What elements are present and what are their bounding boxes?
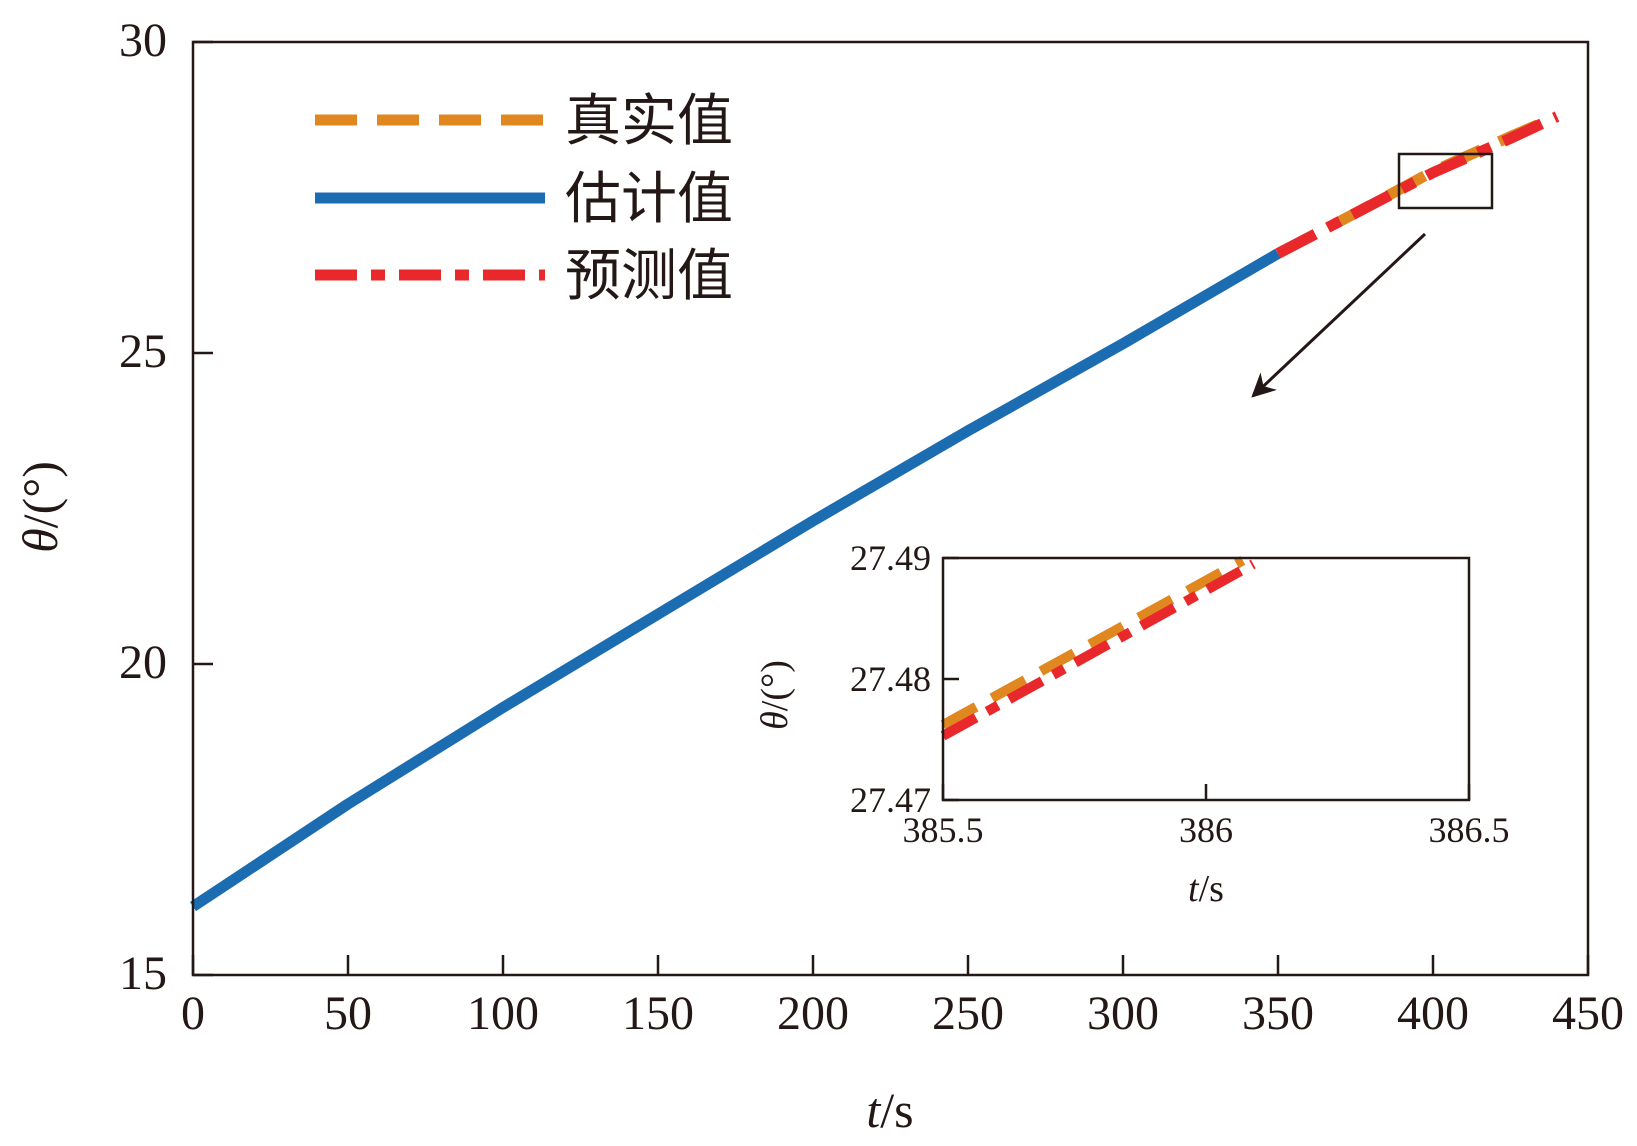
inset-y-tick-label: 27.47 bbox=[850, 780, 931, 820]
zoom-region-box bbox=[1397, 152, 1494, 210]
main-x-tick-label: 50 bbox=[324, 987, 372, 1040]
inset-y-tick-label: 27.48 bbox=[850, 659, 931, 699]
main-x-tick-label: 100 bbox=[467, 987, 539, 1040]
main-y-axis-title: θ/(°) bbox=[12, 461, 68, 553]
main-y-tick-label: 15 bbox=[119, 947, 167, 1000]
inset-x-tick-label: 386.5 bbox=[1429, 810, 1510, 850]
inset-x-tick-label: 385.5 bbox=[903, 810, 984, 850]
inset-x-axis-unit: /s bbox=[1199, 868, 1224, 910]
main-x-tick-label: 300 bbox=[1087, 987, 1159, 1040]
main-x-axis-symbol: t bbox=[866, 1082, 881, 1138]
legend-label-true: 真实值 bbox=[565, 89, 733, 154]
main-x-tick-label: 450 bbox=[1552, 987, 1624, 1040]
main-series-group bbox=[189, 111, 1560, 912]
main-x-ticks: 0 50 100 150 200 250 300 350 400 450 bbox=[181, 955, 1624, 1040]
inset-background bbox=[943, 558, 1469, 800]
inset-x-axis-symbol: t bbox=[1188, 868, 1200, 910]
main-y-tick-label: 20 bbox=[119, 636, 167, 689]
inset-y-ticks: 27.47 27.48 27.49 bbox=[850, 538, 959, 820]
main-y-tick-label: 25 bbox=[119, 325, 167, 378]
main-x-axis-title: t/s bbox=[866, 1082, 913, 1138]
inset-x-tick-label: 386 bbox=[1179, 810, 1233, 850]
main-x-tick-label: 0 bbox=[181, 987, 205, 1040]
inset-x-axis-title: t/s bbox=[1188, 868, 1224, 910]
legend-label-predicted: 预测值 bbox=[565, 244, 733, 309]
main-x-tick-label: 250 bbox=[932, 987, 1004, 1040]
main-x-axis-unit: /s bbox=[880, 1082, 913, 1138]
inset-x-ticks: 385.5 386 386.5 bbox=[903, 784, 1510, 850]
zoom-arrow bbox=[1251, 232, 1427, 398]
main-y-tick-label: 30 bbox=[119, 14, 167, 67]
inset-series-group bbox=[940, 556, 1256, 741]
main-x-tick-label: 200 bbox=[777, 987, 849, 1040]
main-series-line-solid bbox=[189, 248, 1281, 912]
main-y-ticks: 15 20 25 30 bbox=[119, 14, 213, 1000]
inset-series-line-dashed bbox=[940, 556, 1246, 730]
main-plot: 0 50 100 150 200 250 300 350 400 450 15 20 25 30 t/s… bbox=[12, 14, 1624, 1138]
main-series-line-dashdot bbox=[1275, 111, 1560, 259]
inset-plot: 385.5 386 386.5 27.47 27.48 27.49 t/s θ/(°) bbox=[754, 538, 1510, 910]
legend: 真实值 估计值 预测值 bbox=[315, 89, 733, 309]
main-y-axis-symbol: θ bbox=[12, 528, 68, 553]
inset-y-axis-symbol: θ bbox=[754, 711, 796, 730]
main-x-tick-label: 400 bbox=[1397, 987, 1469, 1040]
legend-label-estimated: 估计值 bbox=[565, 167, 733, 232]
main-plot-frame bbox=[191, 40, 1590, 977]
main-x-tick-label: 150 bbox=[622, 987, 694, 1040]
inset-y-tick-label: 27.49 bbox=[850, 538, 931, 578]
main-y-axis-unit: /(°) bbox=[12, 461, 68, 528]
inset-y-axis-title: θ/(°) bbox=[754, 660, 796, 730]
inset-series-line-dashdot bbox=[940, 559, 1256, 741]
main-x-tick-label: 350 bbox=[1242, 987, 1314, 1040]
inset-y-axis-unit: /(°) bbox=[754, 660, 796, 711]
